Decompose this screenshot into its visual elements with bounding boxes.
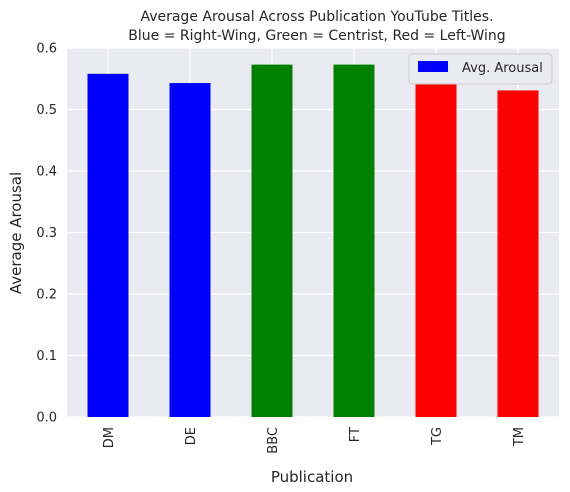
x-tick-label-ft: FT <box>348 427 363 442</box>
x-axis-ticks: DM DE BBC FT TG TM <box>102 427 527 454</box>
legend-swatch <box>418 61 448 72</box>
x-tick-label-dm: DM <box>102 427 117 448</box>
y-tick-label: 0.4 <box>36 165 57 180</box>
bar-dm <box>87 73 129 417</box>
y-tick-label: 0.1 <box>36 349 57 364</box>
y-tick-label: 0.6 <box>36 42 57 57</box>
x-tick-label-bbc: BBC <box>266 427 281 454</box>
y-tick-label: 0.0 <box>36 411 57 426</box>
y-axis-label: Average Arousal <box>7 172 25 294</box>
x-tick-label-de: DE <box>184 427 199 445</box>
bar-ft <box>333 64 375 417</box>
chart-title-line-2: Blue = Right-Wing, Green = Centrist, Red… <box>128 28 505 44</box>
legend: Avg. Arousal <box>408 53 553 85</box>
chart-title-line-1: Average Arousal Across Publication YouTu… <box>140 9 493 25</box>
legend-label: Avg. Arousal <box>462 61 543 76</box>
y-tick-label: 0.5 <box>36 103 57 118</box>
bar-tm <box>497 90 539 417</box>
x-axis-label: Publication <box>271 468 353 486</box>
bar-de <box>169 83 211 418</box>
y-tick-label: 0.3 <box>36 226 57 241</box>
y-tick-label: 0.2 <box>36 288 57 303</box>
x-tick-label-tm: TM <box>512 427 527 447</box>
y-axis-ticks: 0.0 0.1 0.2 0.3 0.4 0.5 0.6 <box>36 42 57 426</box>
bars <box>87 64 539 418</box>
bar-tg <box>415 81 457 417</box>
x-tick-label-tg: TG <box>430 427 445 446</box>
bar-bbc <box>251 64 293 417</box>
